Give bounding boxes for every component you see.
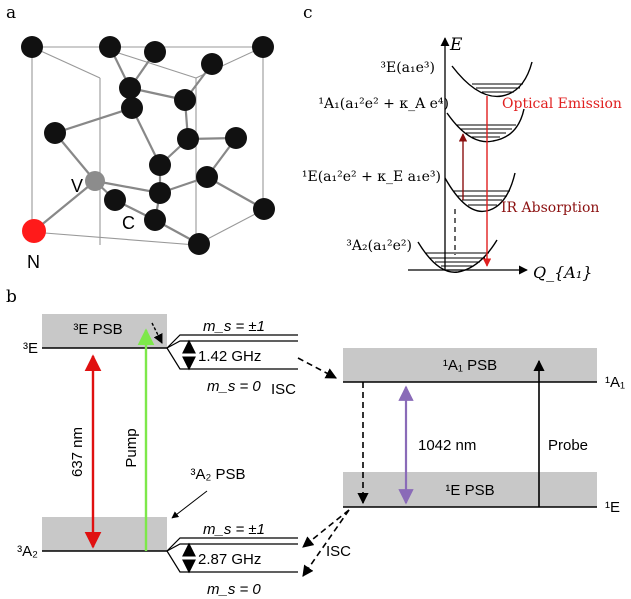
panel-a-label: a (6, 3, 16, 23)
ir-absorption-label: IR Absorption (501, 200, 599, 216)
carbon-atom (252, 36, 274, 58)
carbon-atom (188, 233, 210, 255)
level-label-1E: ¹E (605, 499, 620, 516)
zfs-ground-label: 2.87 GHz (198, 551, 261, 568)
carbon-atom (201, 53, 223, 75)
isc-label-bottom: ISC (326, 543, 351, 560)
state-1A1: ¹A₁(a₁²e² + κ_A e⁴) (318, 96, 449, 112)
carbon-atom (99, 36, 121, 58)
psb-band-1A1 (343, 348, 597, 382)
fine-structure-excited (166, 334, 298, 370)
carbon-atom (149, 182, 171, 204)
carbon-atom (144, 41, 166, 63)
psb-label-3E: ³E PSB (73, 321, 122, 338)
well-1A1 (446, 108, 525, 143)
isc-arrow-top (297, 357, 337, 379)
level-label-1A1: ¹A₁ (605, 374, 625, 391)
panel-b-label: b (6, 287, 17, 307)
ms-0-ground: m_s = 0 (207, 581, 261, 598)
nitrogen-label: N (27, 252, 40, 272)
carbon-atom (253, 198, 275, 220)
psb-label-3A2: ³A₂ PSB (190, 466, 245, 483)
isc-arrow-bottom-1 (302, 509, 350, 548)
q-axis-label: Q_{A₁} (533, 263, 592, 282)
level-label-3A2: ³A₂ (17, 543, 38, 560)
vacancy-label: V (71, 176, 83, 196)
panel-b: b m_s = ±1 1.42 GHz m_s = 0 (6, 287, 625, 598)
panel-c: c E Q_{A₁} ³E(a₁e³) ¹A₁(a₁²e² + κ_A e⁴) … (302, 3, 622, 282)
isc-label-top: ISC (271, 381, 296, 398)
vacancy-site (85, 171, 105, 191)
carbon-atom (119, 77, 141, 99)
fine-structure-ground (166, 537, 298, 573)
psb-band-3A2 (42, 517, 167, 551)
carbon-label: C (122, 213, 135, 233)
psb-label-1E: ¹E PSB (445, 482, 494, 499)
well-3E (451, 61, 533, 98)
pump-label: Pump (123, 428, 140, 467)
ms-pm1-ground: m_s = ±1 (203, 521, 265, 538)
optical-emission-label: Optical Emission (502, 96, 622, 112)
wavelength-637-label: 637 nm (69, 427, 86, 477)
carbon-atom (196, 166, 218, 188)
carbon-atom (225, 127, 247, 149)
level-label-3E: ³E (23, 340, 38, 357)
panel-c-label: c (303, 3, 313, 23)
carbon-atom (174, 89, 196, 111)
vibrational-levels (425, 83, 523, 267)
carbon-atom (104, 189, 126, 211)
ms-pm1-excited: m_s = ±1 (203, 318, 265, 335)
energy-axis-label: E (449, 35, 463, 55)
carbon-atom (149, 154, 171, 176)
zfs-excited-label: 1.42 GHz (198, 348, 261, 365)
nitrogen-atom (22, 219, 46, 243)
well-3A2 (417, 239, 498, 273)
carbon-atom (144, 209, 166, 231)
state-1E: ¹E(a₁²e² + κ_E a₁e³) (302, 169, 441, 185)
probe-label: Probe (548, 437, 588, 454)
psb-band-1E (343, 472, 597, 507)
carbon-atom (44, 122, 66, 144)
state-3E: ³E(a₁e³) (380, 60, 435, 76)
psb-label-1A1: ¹A₁ PSB (443, 357, 497, 374)
carbon-atoms (21, 36, 275, 255)
psb-3A2-pointer (171, 490, 208, 519)
psb-relaxation-arrow (151, 322, 163, 344)
isc-arrow-bottom-2 (302, 509, 350, 577)
carbon-atom (21, 36, 43, 58)
carbon-atom (177, 128, 199, 150)
state-3A2: ³A₂(a₁²e²) (346, 238, 412, 254)
wavelength-1042-label: 1042 nm (418, 437, 476, 454)
potential-wells (417, 61, 533, 273)
panel-a: a (6, 3, 275, 272)
ms-0-excited: m_s = 0 (207, 378, 261, 395)
carbon-atom (121, 97, 143, 119)
